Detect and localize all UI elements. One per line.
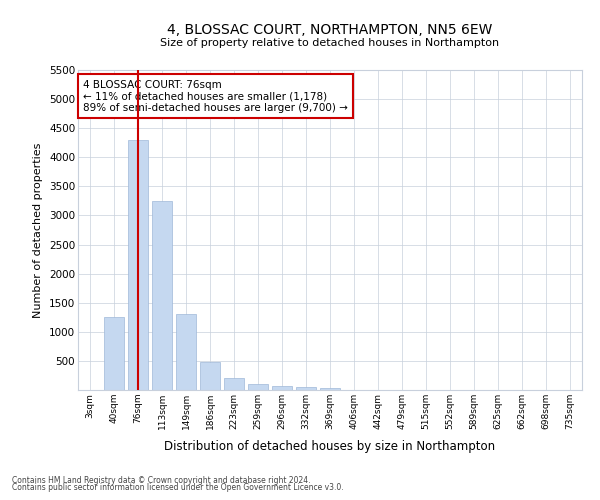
Bar: [200, 362, 220, 390]
Text: Contains HM Land Registry data © Crown copyright and database right 2024.: Contains HM Land Registry data © Crown c…: [12, 476, 311, 485]
Bar: [248, 384, 268, 390]
Text: Size of property relative to detached houses in Northampton: Size of property relative to detached ho…: [160, 38, 500, 48]
Bar: [320, 388, 340, 390]
Bar: [296, 387, 316, 390]
Bar: [272, 386, 292, 390]
Text: 4, BLOSSAC COURT, NORTHAMPTON, NN5 6EW: 4, BLOSSAC COURT, NORTHAMPTON, NN5 6EW: [167, 22, 493, 36]
X-axis label: Distribution of detached houses by size in Northampton: Distribution of detached houses by size …: [164, 440, 496, 454]
Bar: [176, 314, 196, 390]
Y-axis label: Number of detached properties: Number of detached properties: [34, 142, 43, 318]
Bar: [104, 318, 124, 390]
Text: Contains public sector information licensed under the Open Government Licence v3: Contains public sector information licen…: [12, 484, 344, 492]
Bar: [224, 378, 244, 390]
Bar: [128, 140, 148, 390]
Bar: [152, 201, 172, 390]
Text: 4 BLOSSAC COURT: 76sqm
← 11% of detached houses are smaller (1,178)
89% of semi-: 4 BLOSSAC COURT: 76sqm ← 11% of detached…: [83, 80, 348, 113]
